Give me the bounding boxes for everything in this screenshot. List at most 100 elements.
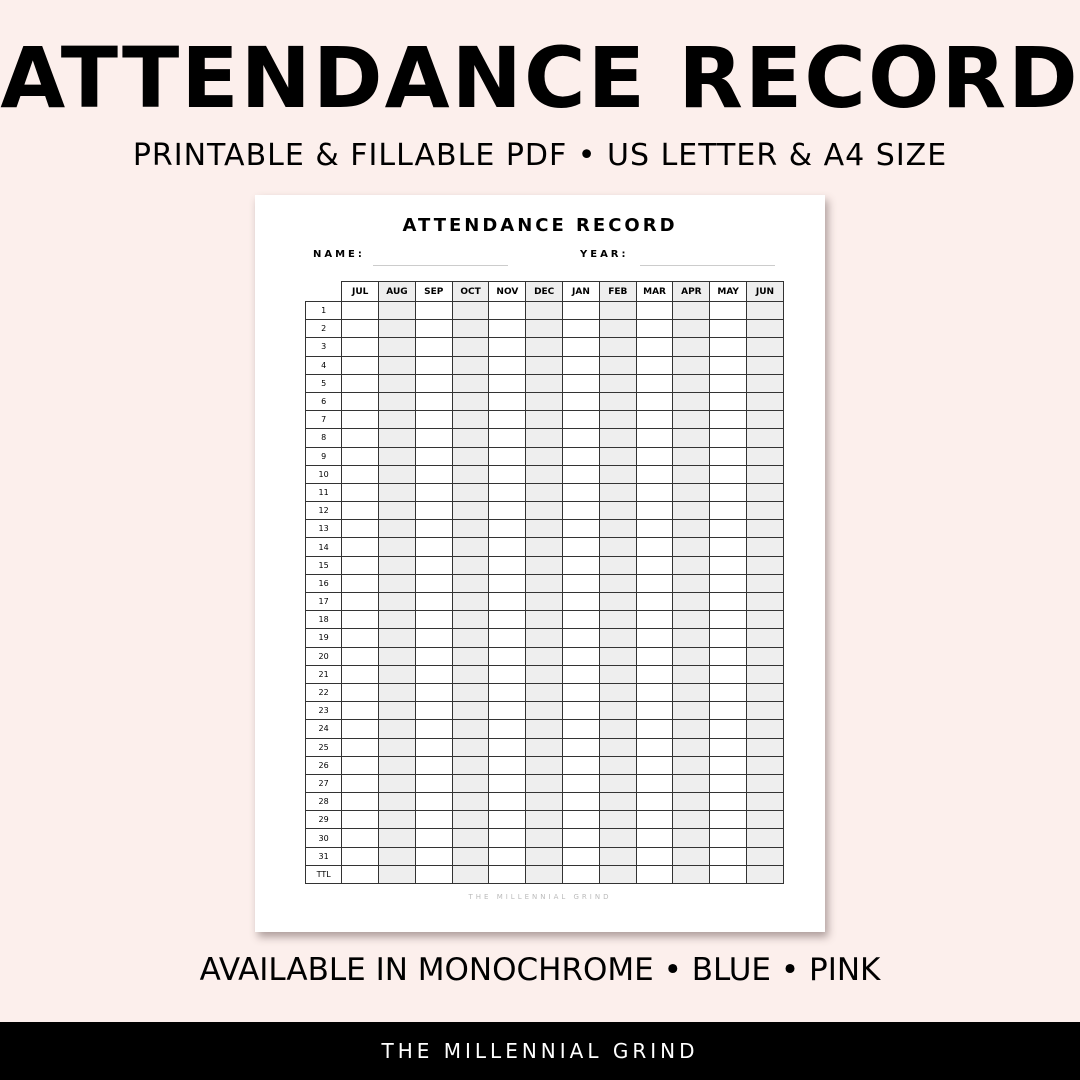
attendance-cell[interactable]: [598, 701, 637, 721]
attendance-cell[interactable]: [635, 319, 674, 339]
attendance-cell[interactable]: [598, 337, 637, 357]
attendance-cell[interactable]: [598, 864, 637, 885]
attendance-cell[interactable]: [414, 555, 453, 575]
attendance-cell[interactable]: [378, 319, 416, 339]
attendance-cell[interactable]: [562, 755, 600, 775]
attendance-cell[interactable]: [488, 610, 527, 630]
attendance-cell[interactable]: [378, 682, 416, 703]
attendance-cell[interactable]: [414, 410, 453, 430]
attendance-cell[interactable]: [562, 428, 600, 448]
attendance-cell[interactable]: [709, 573, 748, 594]
attendance-cell[interactable]: [414, 610, 453, 630]
attendance-cell[interactable]: [414, 792, 453, 812]
attendance-cell[interactable]: [525, 464, 564, 484]
attendance-cell[interactable]: [635, 846, 674, 866]
attendance-cell[interactable]: [746, 355, 784, 375]
attendance-cell[interactable]: [414, 628, 453, 648]
attendance-cell[interactable]: [378, 792, 416, 812]
attendance-cell[interactable]: [598, 828, 637, 848]
attendance-cell[interactable]: [672, 555, 711, 575]
attendance-cell[interactable]: [635, 410, 674, 430]
attendance-cell[interactable]: [635, 773, 674, 794]
attendance-cell[interactable]: [341, 646, 380, 666]
attendance-cell[interactable]: [746, 482, 784, 503]
attendance-cell[interactable]: [672, 537, 711, 557]
attendance-cell[interactable]: [488, 537, 527, 557]
attendance-cell[interactable]: [672, 446, 711, 466]
attendance-cell[interactable]: [488, 555, 527, 575]
attendance-cell[interactable]: [635, 391, 674, 412]
attendance-cell[interactable]: [562, 682, 600, 703]
attendance-cell[interactable]: [709, 828, 748, 848]
attendance-cell[interactable]: [525, 773, 564, 794]
attendance-cell[interactable]: [598, 319, 637, 339]
attendance-cell[interactable]: [378, 828, 416, 848]
attendance-cell[interactable]: [525, 591, 564, 612]
attendance-cell[interactable]: [378, 864, 416, 885]
attendance-cell[interactable]: [488, 792, 527, 812]
attendance-cell[interactable]: [488, 737, 527, 757]
attendance-cell[interactable]: [378, 410, 416, 430]
attendance-cell[interactable]: [598, 682, 637, 703]
attendance-cell[interactable]: [378, 428, 416, 448]
attendance-cell[interactable]: [451, 555, 490, 575]
attendance-cell[interactable]: [598, 482, 637, 503]
attendance-cell[interactable]: [598, 373, 637, 393]
attendance-cell[interactable]: [341, 701, 380, 721]
attendance-cell[interactable]: [672, 482, 711, 503]
attendance-cell[interactable]: [525, 755, 564, 775]
attendance-cell[interactable]: [341, 555, 380, 575]
attendance-cell[interactable]: [672, 373, 711, 393]
attendance-cell[interactable]: [341, 337, 380, 357]
attendance-cell[interactable]: [341, 719, 380, 739]
attendance-cell[interactable]: [414, 300, 453, 321]
attendance-cell[interactable]: [451, 519, 490, 539]
attendance-cell[interactable]: [525, 519, 564, 539]
attendance-cell[interactable]: [598, 628, 637, 648]
attendance-cell[interactable]: [672, 591, 711, 612]
attendance-cell[interactable]: [635, 355, 674, 375]
attendance-cell[interactable]: [598, 300, 637, 321]
attendance-cell[interactable]: [451, 373, 490, 393]
attendance-cell[interactable]: [562, 391, 600, 412]
attendance-cell[interactable]: [488, 828, 527, 848]
attendance-cell[interactable]: [488, 391, 527, 412]
attendance-cell[interactable]: [414, 591, 453, 612]
attendance-cell[interactable]: [598, 501, 637, 521]
attendance-cell[interactable]: [525, 537, 564, 557]
attendance-cell[interactable]: [488, 810, 527, 830]
attendance-cell[interactable]: [341, 846, 380, 866]
attendance-cell[interactable]: [672, 846, 711, 866]
attendance-cell[interactable]: [341, 464, 380, 484]
attendance-cell[interactable]: [746, 410, 784, 430]
attendance-cell[interactable]: [451, 410, 490, 430]
attendance-cell[interactable]: [341, 664, 380, 684]
attendance-cell[interactable]: [598, 555, 637, 575]
attendance-cell[interactable]: [562, 737, 600, 757]
attendance-cell[interactable]: [635, 719, 674, 739]
attendance-cell[interactable]: [451, 828, 490, 848]
attendance-cell[interactable]: [709, 610, 748, 630]
attendance-cell[interactable]: [562, 482, 600, 503]
attendance-cell[interactable]: [451, 337, 490, 357]
attendance-cell[interactable]: [488, 373, 527, 393]
attendance-cell[interactable]: [451, 319, 490, 339]
attendance-cell[interactable]: [341, 519, 380, 539]
attendance-cell[interactable]: [709, 482, 748, 503]
attendance-cell[interactable]: [672, 719, 711, 739]
attendance-cell[interactable]: [672, 755, 711, 775]
attendance-cell[interactable]: [341, 300, 380, 321]
attendance-cell[interactable]: [562, 446, 600, 466]
attendance-cell[interactable]: [414, 864, 453, 885]
attendance-cell[interactable]: [635, 792, 674, 812]
attendance-cell[interactable]: [635, 828, 674, 848]
attendance-cell[interactable]: [746, 319, 784, 339]
attendance-cell[interactable]: [746, 501, 784, 521]
attendance-cell[interactable]: [562, 719, 600, 739]
attendance-cell[interactable]: [709, 355, 748, 375]
attendance-cell[interactable]: [525, 391, 564, 412]
attendance-cell[interactable]: [341, 319, 380, 339]
attendance-cell[interactable]: [562, 646, 600, 666]
attendance-cell[interactable]: [378, 573, 416, 594]
attendance-cell[interactable]: [378, 391, 416, 412]
